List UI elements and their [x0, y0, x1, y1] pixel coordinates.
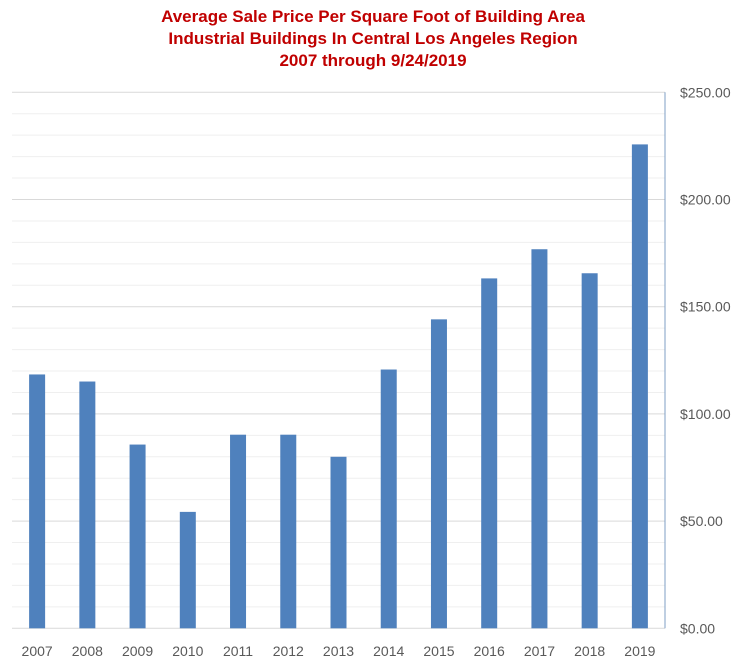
- bar-2013: [330, 456, 347, 629]
- x-tick-label: 2008: [72, 643, 103, 659]
- y-tick-label: $50.00: [680, 513, 723, 529]
- x-tick-label: 2007: [22, 643, 53, 659]
- bar-2009: [129, 444, 146, 629]
- x-tick-label: 2016: [474, 643, 505, 659]
- x-tick-label: 2009: [122, 643, 153, 659]
- bar-2014: [380, 369, 397, 629]
- chart-title: Average Sale Price Per Square Foot of Bu…: [0, 6, 746, 72]
- x-tick-label: 2019: [624, 643, 655, 659]
- y-tick-label: $150.00: [680, 299, 731, 315]
- y-tick-label: $200.00: [680, 192, 731, 208]
- x-tick-label: 2011: [223, 643, 253, 659]
- x-tick-label: 2012: [273, 643, 304, 659]
- chart-title-line-2: Industrial Buildings In Central Los Ange…: [168, 29, 578, 48]
- bar-2008: [79, 381, 96, 629]
- bar-2007: [29, 374, 46, 629]
- y-tick-label: $0.00: [680, 620, 715, 636]
- bar-2015: [430, 319, 447, 629]
- x-tick-label: 2013: [323, 643, 354, 659]
- x-tick-label: 2010: [172, 643, 203, 659]
- bar-2011: [230, 434, 247, 629]
- y-tick-label: $100.00: [680, 406, 731, 422]
- x-tick-label: 2015: [423, 643, 454, 659]
- x-tick-label: 2014: [373, 643, 404, 659]
- bar-2017: [531, 249, 548, 629]
- chart-title-line-1: Average Sale Price Per Square Foot of Bu…: [161, 7, 585, 26]
- chart-title-line-3: 2007 through 9/24/2019: [279, 51, 467, 70]
- bar-2012: [280, 434, 297, 629]
- x-tick-label: 2018: [574, 643, 605, 659]
- bar-2018: [581, 273, 598, 629]
- bar-2019: [631, 144, 648, 629]
- y-tick-label: $250.00: [680, 84, 731, 100]
- x-tick-label: 2017: [524, 643, 555, 659]
- bar-2016: [481, 278, 498, 629]
- bar-2010: [179, 511, 196, 629]
